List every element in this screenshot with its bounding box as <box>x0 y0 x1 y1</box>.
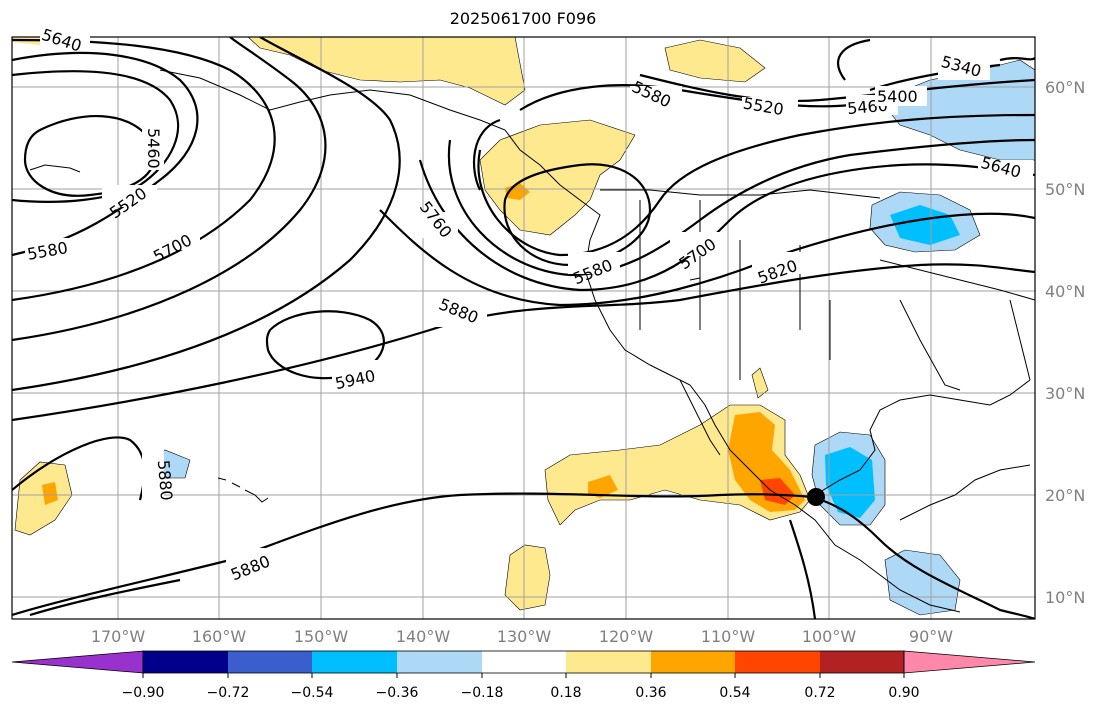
positive-anomaly-small-1 <box>751 367 769 399</box>
lon-label-130w: 130°W <box>497 627 552 646</box>
colorbar-tick-label: 0.90 <box>888 685 919 701</box>
colorbar-segment <box>735 651 820 673</box>
colorbar-tick-label: −0.72 <box>207 685 250 701</box>
latitude-labels: 60°N 50°N 40°N 30°N 20°N 10°N <box>1045 78 1085 607</box>
longitude-labels: 170°W 160°W 150°W 140°W 130°W 120°W 110°… <box>91 627 953 646</box>
lat-label-40: 40°N <box>1045 282 1085 301</box>
contour-label-bg <box>332 360 384 382</box>
lon-label-90w: 90°W <box>909 627 953 646</box>
contour-label-bg <box>142 120 164 170</box>
negative-anomaly-great-lakes-core <box>890 205 960 245</box>
colorbar-extend-right <box>903 650 1036 674</box>
lat-label-10: 10°N <box>1045 588 1085 607</box>
colorbar-frame <box>142 650 905 674</box>
colorbar-segment <box>482 651 566 673</box>
contour-labels: 5640 5460 5520 5580 5700 5760 5580 5700 … <box>25 25 1033 584</box>
lon-label-120w: 120°W <box>599 627 654 646</box>
positive-anomaly-central-pacific-core <box>42 482 58 505</box>
colorbar-segment <box>143 651 228 673</box>
negative-anomaly-gulf-core <box>825 447 875 518</box>
height-contours <box>12 37 1035 619</box>
positive-anomaly-mexico-peak <box>760 478 795 505</box>
colorbar-segment <box>228 651 312 673</box>
contour-label-5460: 5460 <box>144 128 163 169</box>
lat-label-60: 60°N <box>1045 78 1085 97</box>
lat-label-20: 20°N <box>1045 486 1085 505</box>
colorbar-tick-label: 0.54 <box>719 685 750 701</box>
contour-label-bg <box>102 185 157 207</box>
contour-label-bg <box>410 212 458 238</box>
colorbar-tick-label: 0.18 <box>550 685 581 701</box>
contour-label-bg <box>148 228 200 250</box>
contour-label-bg <box>568 252 620 274</box>
contour-label-bg <box>752 252 804 274</box>
contour-label-bg <box>938 58 990 80</box>
contour-label-bg <box>226 548 278 570</box>
colorbar-tick-label: −0.36 <box>376 685 419 701</box>
contour-label-5880-hawaii: 5880 <box>154 459 176 501</box>
lat-label-30: 30°N <box>1045 384 1085 403</box>
coastlines <box>159 69 1035 613</box>
colorbar-tick-label: 0.36 <box>635 685 666 701</box>
lon-label-150w: 150°W <box>294 627 349 646</box>
positive-anomaly-central-pacific <box>14 461 73 536</box>
contour-label-bg <box>40 32 90 50</box>
anomaly-shading-negative <box>144 59 1035 616</box>
contour-label-bg <box>142 448 164 500</box>
colorbar-segment <box>312 651 397 673</box>
colorbar-tick-label: 0.72 <box>804 685 835 701</box>
islands <box>29 164 701 503</box>
lat-label-50: 50°N <box>1045 180 1085 199</box>
lon-label-100w: 100°W <box>802 627 857 646</box>
colorbar-segment <box>651 651 735 673</box>
colorbar: −0.90 −0.72 −0.54 −0.36 −0.18 0.18 0.36 … <box>11 650 1036 701</box>
colorbar-segment <box>397 651 482 673</box>
lon-label-160w: 160°W <box>192 627 247 646</box>
contour-label-bg <box>670 232 722 256</box>
positive-anomaly-tropics <box>504 544 551 611</box>
gridlines <box>12 37 1035 619</box>
colorbar-segment <box>820 651 904 673</box>
colorbar-segment <box>566 651 651 673</box>
lon-label-110w: 110°W <box>701 627 756 646</box>
map-title: 2025061700 F096 <box>449 9 597 28</box>
contour-label-bg <box>875 86 927 106</box>
lon-label-170w: 170°W <box>91 627 146 646</box>
contour-label-bg <box>978 160 1033 182</box>
contour-label-bg <box>25 238 77 258</box>
map-frame <box>11 36 1036 620</box>
lon-label-140w: 140°W <box>396 627 451 646</box>
colorbar-ticks <box>142 673 905 678</box>
positive-anomaly-alaska <box>247 37 526 106</box>
colorbar-tick-label: −0.90 <box>122 685 165 701</box>
positive-anomaly-canada-north <box>664 39 766 83</box>
negative-anomaly-caribbean <box>884 549 961 616</box>
colorbar-tick-label: −0.54 <box>291 685 334 701</box>
contour-label-bg <box>742 97 798 117</box>
contour-label-bg <box>435 305 487 327</box>
colorbar-extend-left <box>11 650 144 674</box>
storm-center-marker <box>807 488 825 506</box>
positive-anomaly-mexico-small-core <box>588 475 618 498</box>
contour-label-bg <box>630 86 682 110</box>
colorbar-tick-label: −0.18 <box>461 685 504 701</box>
contour-label-5400: 5400 <box>877 87 918 106</box>
